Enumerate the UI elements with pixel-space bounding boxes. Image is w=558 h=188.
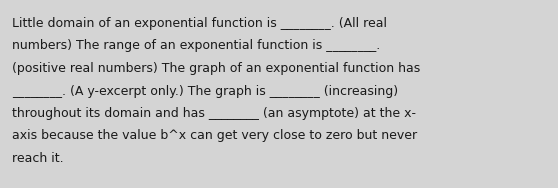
Text: numbers) The range of an exponential function is ________.: numbers) The range of an exponential fun… bbox=[12, 39, 380, 52]
Text: Little domain of an exponential function is ________. (All real: Little domain of an exponential function… bbox=[12, 17, 387, 30]
Text: reach it.: reach it. bbox=[12, 152, 64, 165]
Text: (positive real numbers) The graph of an exponential function has: (positive real numbers) The graph of an … bbox=[12, 62, 420, 75]
Text: ________. (A y-excerpt only.) The graph is ________ (increasing): ________. (A y-excerpt only.) The graph … bbox=[12, 84, 398, 98]
Text: axis because the value b^x can get very close to zero but never: axis because the value b^x can get very … bbox=[12, 130, 417, 143]
Text: throughout its domain and has ________ (an asymptote) at the x-: throughout its domain and has ________ (… bbox=[12, 107, 416, 120]
